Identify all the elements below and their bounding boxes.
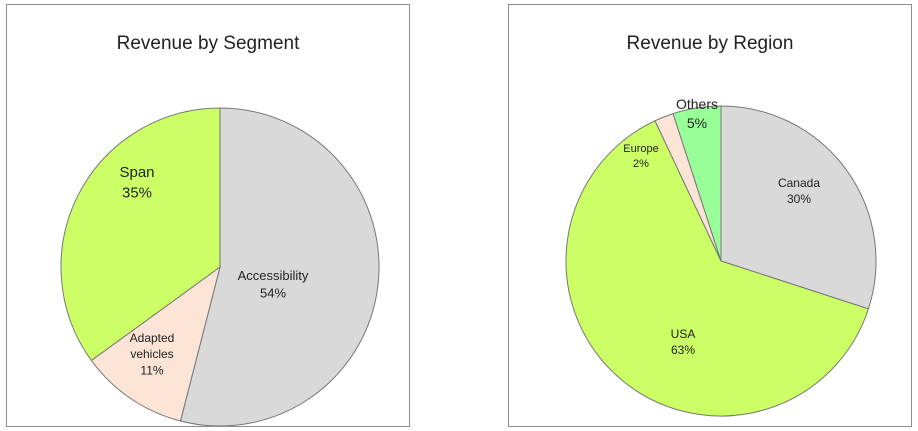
pie-slice-canada <box>720 105 877 310</box>
segment-chart-title: Revenue by Segment <box>116 33 300 54</box>
pie-slice-adapted-vehicles <box>90 265 221 422</box>
pie-slice-others <box>672 105 722 262</box>
segment-chart-panel: Revenue by Segment Accessibility 54% Adapt… <box>6 4 410 427</box>
slice-label-accessibility: Accessibility 54% <box>238 268 309 301</box>
slice-label-europe: Europe 2% <box>623 143 658 170</box>
pie-slice-usa <box>565 120 870 417</box>
slice-label-others: Others 5% <box>676 96 718 131</box>
slice-label-adapted-vehicles: Adapted vehicles 11% <box>130 331 175 377</box>
segment-pie-chart: Accessibility 54% Adapted vehicles 11% Span 35… <box>60 107 380 426</box>
region-pie-chart: Canada 30% USA 63% Europe 2% Others 5% <box>565 96 877 417</box>
pie-slice-accessibility <box>179 107 380 426</box>
slice-label-usa: USA 63% <box>671 327 696 357</box>
region-chart-panel: Revenue by Region Canada 30% USA 63% Europe 2… <box>508 4 912 427</box>
pie-slice-span <box>60 107 221 362</box>
slice-label-canada: Canada 30% <box>778 176 820 206</box>
region-chart-title: Revenue by Region <box>626 33 794 54</box>
slice-label-span: Span 35% <box>119 164 154 201</box>
